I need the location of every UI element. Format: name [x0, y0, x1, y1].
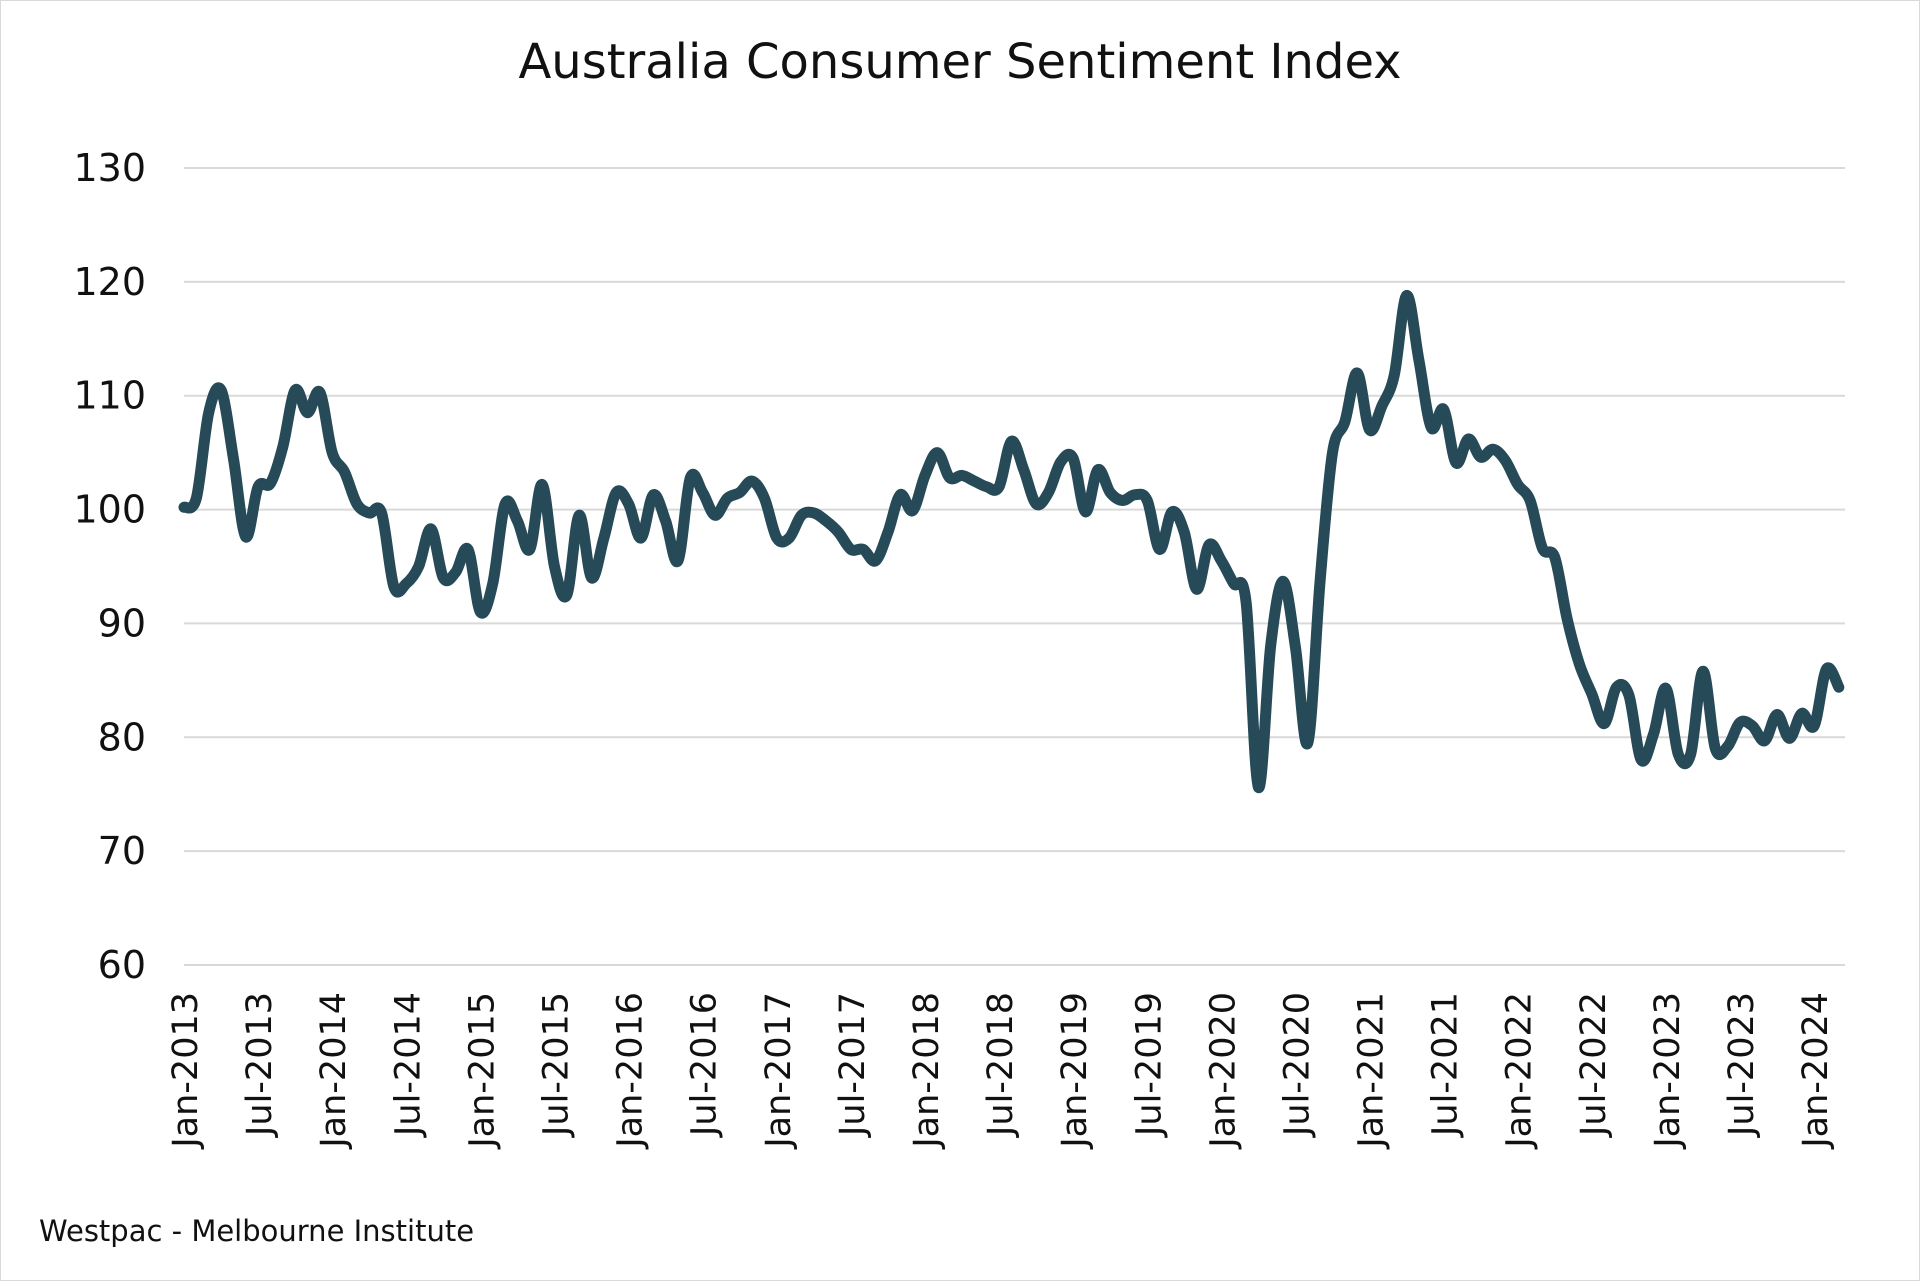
x-tick-label: Jul-2022	[1574, 992, 1614, 1138]
source-note: Westpac - Melbourne Institute	[39, 1214, 474, 1248]
x-tick-label: Jan-2013	[166, 992, 206, 1150]
chart-title: Australia Consumer Sentiment Index	[518, 34, 1401, 90]
x-tick-label: Jul-2017	[833, 992, 873, 1138]
x-tick-label: Jan-2015	[462, 992, 502, 1150]
x-tick-label: Jan-2017	[759, 992, 799, 1150]
x-tick-label: Jan-2022	[1500, 992, 1540, 1150]
x-tick-label: Jul-2023	[1722, 992, 1762, 1138]
x-tick-label: Jan-2014	[314, 992, 354, 1150]
x-tick-label: Jul-2018	[981, 992, 1021, 1138]
y-tick-label: 90	[98, 601, 146, 645]
x-tick-label: Jul-2016	[685, 992, 725, 1138]
x-tick-label: Jan-2019	[1055, 992, 1095, 1150]
y-tick-label: 80	[98, 715, 146, 759]
x-axis-ticks: Jan-2013 Jul-2013 Jan-2014 Jul-2014 Jan-2015…	[166, 992, 1836, 1150]
x-tick-label: Jul-2020	[1277, 992, 1317, 1138]
x-tick-label: Jan-2016	[611, 992, 651, 1150]
x-tick-label: Jan-2021	[1352, 992, 1392, 1150]
y-tick-label: 70	[98, 829, 146, 873]
y-tick-label: 60	[98, 943, 146, 987]
x-tick-label: Jan-2023	[1648, 992, 1688, 1150]
x-tick-label: Jul-2014	[388, 992, 428, 1138]
y-tick-label: 120	[73, 260, 146, 304]
y-tick-label: 130	[73, 146, 146, 190]
x-tick-label: Jan-2018	[907, 992, 947, 1150]
y-tick-label: 100	[73, 488, 146, 532]
x-tick-label: Jul-2013	[240, 992, 280, 1138]
y-axis-ticks: 60 70 80 90 100 110 120 130	[73, 146, 146, 987]
gridlines	[184, 167, 1845, 966]
x-tick-label: Jan-2024	[1796, 992, 1836, 1150]
x-tick-label: Jul-2021	[1426, 992, 1466, 1138]
x-tick-label: Jul-2019	[1129, 992, 1169, 1138]
x-tick-label: Jan-2020	[1203, 992, 1243, 1150]
series-line-consumer-sentiment	[178, 290, 1845, 793]
y-tick-label: 110	[73, 374, 146, 418]
x-tick-label: Jul-2015	[536, 992, 576, 1138]
